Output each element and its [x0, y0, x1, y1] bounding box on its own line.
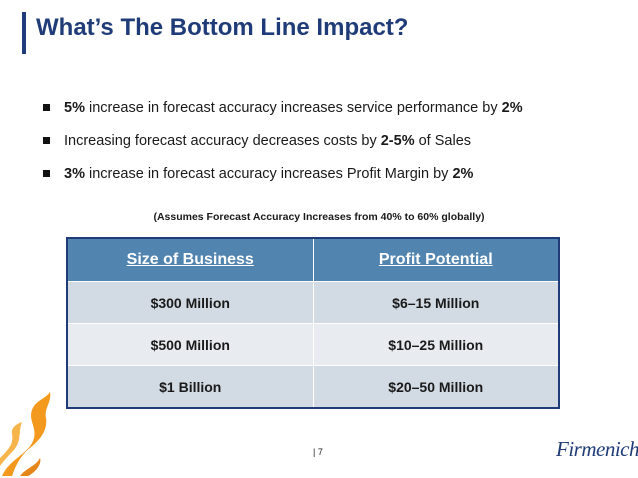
column-header-size: Size of Business: [126, 251, 254, 268]
assumption-note: (Assumes Forecast Accuracy Increases fro…: [153, 211, 485, 223]
bullet-bold-figure: 2%: [452, 166, 474, 182]
orange-peel-icon: [0, 392, 51, 476]
column-header-profit: Profit Potential: [312, 239, 559, 281]
table-header-row: Size of Business Profit Potential: [68, 239, 558, 281]
table-cell: $300 Million: [150, 294, 230, 311]
bullet-text: increase in forecast accuracy increases …: [84, 100, 502, 116]
table-cell: $500 Million: [150, 336, 230, 353]
page-number: | 7: [313, 447, 323, 457]
square-bullet-icon: [43, 137, 50, 144]
table-cell: $10–25 Million: [312, 324, 559, 365]
slide-title: What’s The Bottom Line Impact?: [36, 14, 409, 41]
table-cell: $1 Billion: [159, 378, 222, 395]
bullet-bold-figure: 2%: [501, 100, 523, 116]
bullet-text: of Sales: [414, 133, 472, 149]
square-bullet-icon: [43, 170, 50, 177]
bullet-item: Increasing forecast accuracy decreases c…: [40, 131, 630, 164]
bullet-list: 5% increase in forecast accuracy increas…: [40, 98, 630, 197]
bullet-item: 5% increase in forecast accuracy increas…: [40, 98, 630, 131]
table-row: $500 Million $10–25 Million: [68, 323, 558, 365]
bullet-bold-figure: 2-5%: [380, 133, 415, 149]
bullet-bold-figure: 3%: [64, 166, 85, 182]
firmenich-logo: Firmenich: [556, 437, 638, 461]
table-cell: $6–15 Million: [312, 282, 559, 323]
bullet-item: 3% increase in forecast accuracy increas…: [40, 164, 630, 197]
square-bullet-icon: [43, 104, 50, 111]
table-cell: $20–50 Million: [312, 366, 559, 407]
bullet-text: Increasing forecast accuracy decreases c…: [64, 133, 381, 149]
profit-table: Size of Business Profit Potential $300 M…: [66, 237, 560, 409]
title-accent-bar: [22, 12, 26, 54]
table-row: $300 Million $6–15 Million: [68, 281, 558, 323]
bullet-text: increase in forecast accuracy increases …: [84, 166, 453, 182]
table-row: $1 Billion $20–50 Million: [68, 365, 558, 407]
bullet-bold-figure: 5%: [64, 100, 85, 116]
